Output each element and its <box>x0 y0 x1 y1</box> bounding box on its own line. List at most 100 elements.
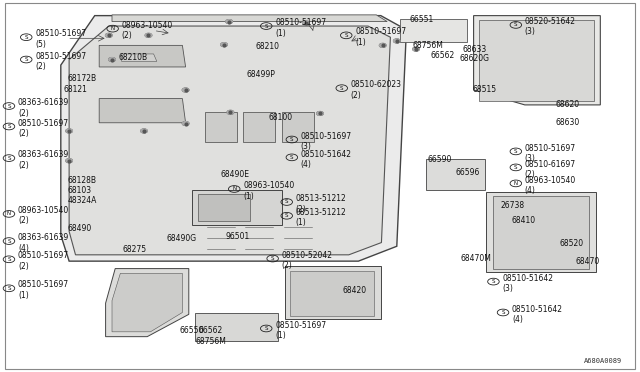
Circle shape <box>141 129 147 133</box>
Text: 08363-61639
(2): 08363-61639 (2) <box>18 150 69 170</box>
Text: S: S <box>24 57 28 62</box>
Text: 68520: 68520 <box>560 239 584 248</box>
Circle shape <box>394 39 400 43</box>
Polygon shape <box>486 192 596 272</box>
Text: 08510-51697
(1): 08510-51697 (1) <box>275 18 326 38</box>
Polygon shape <box>205 112 237 142</box>
Text: S: S <box>340 86 344 91</box>
Polygon shape <box>400 19 467 42</box>
Text: 26738: 26738 <box>500 201 525 210</box>
Circle shape <box>66 159 72 163</box>
Text: 66596: 66596 <box>456 169 480 177</box>
Text: 08510-51697
(1): 08510-51697 (1) <box>18 280 69 300</box>
Circle shape <box>182 122 189 125</box>
Circle shape <box>66 159 72 163</box>
Text: 08963-10540
(2): 08963-10540 (2) <box>18 206 69 225</box>
Text: S: S <box>7 155 11 161</box>
Text: 68210: 68210 <box>256 42 280 51</box>
Circle shape <box>380 44 386 47</box>
Text: 68620: 68620 <box>556 100 580 109</box>
Text: 66590: 66590 <box>428 155 452 164</box>
Polygon shape <box>285 266 381 319</box>
Circle shape <box>182 122 189 125</box>
Text: 08510-51697
(1): 08510-51697 (1) <box>355 28 406 47</box>
Text: 68410: 68410 <box>512 216 536 225</box>
Polygon shape <box>112 15 387 22</box>
Text: S: S <box>264 23 268 29</box>
Text: S: S <box>264 326 268 331</box>
Circle shape <box>303 21 309 25</box>
Text: N: N <box>232 186 236 192</box>
Circle shape <box>226 20 232 23</box>
Text: S: S <box>514 165 518 170</box>
Polygon shape <box>195 313 278 341</box>
Text: S: S <box>514 22 518 28</box>
Text: 08510-51697
(2): 08510-51697 (2) <box>18 251 69 271</box>
Circle shape <box>106 33 112 37</box>
Text: N: N <box>514 181 518 186</box>
Text: 68470M: 68470M <box>461 254 492 263</box>
Polygon shape <box>192 190 282 225</box>
Circle shape <box>380 44 386 47</box>
Text: 08510-51697
(1): 08510-51697 (1) <box>275 321 326 340</box>
Text: 08510-51642
(3): 08510-51642 (3) <box>502 274 554 293</box>
Circle shape <box>394 39 400 43</box>
Text: S: S <box>285 213 289 218</box>
Polygon shape <box>243 112 275 142</box>
Text: 68490E: 68490E <box>221 170 250 179</box>
Polygon shape <box>493 196 589 269</box>
Circle shape <box>413 47 419 51</box>
Text: 08520-51642
(3): 08520-51642 (3) <box>525 17 576 36</box>
Text: S: S <box>271 256 275 261</box>
Text: S: S <box>7 124 11 129</box>
Circle shape <box>317 112 323 115</box>
Circle shape <box>182 88 189 92</box>
Text: S: S <box>344 33 348 38</box>
Text: 68470: 68470 <box>576 257 600 266</box>
Circle shape <box>141 129 147 133</box>
Text: S: S <box>290 137 294 142</box>
Circle shape <box>303 21 309 25</box>
Text: 08363-61639
(2): 08363-61639 (2) <box>18 98 69 118</box>
Text: 08510-52042
(2): 08510-52042 (2) <box>282 251 333 270</box>
Text: 68756M: 68756M <box>195 337 226 346</box>
Text: 66550: 66550 <box>179 326 204 335</box>
Polygon shape <box>290 271 374 316</box>
Text: 66551: 66551 <box>410 15 434 24</box>
Text: 68490: 68490 <box>67 224 92 233</box>
Text: 08963-10540
(1): 08963-10540 (1) <box>243 181 294 201</box>
Text: S: S <box>285 199 289 205</box>
Text: S: S <box>492 279 495 284</box>
Text: 68620G: 68620G <box>460 54 490 63</box>
Text: 08510-51697
(5): 08510-51697 (5) <box>35 29 86 49</box>
Text: 08963-10540
(4): 08963-10540 (4) <box>525 176 576 195</box>
Text: S: S <box>290 155 294 160</box>
Text: 08510-62023
(2): 08510-62023 (2) <box>351 80 402 100</box>
Text: A680A0089: A680A0089 <box>584 358 622 364</box>
Polygon shape <box>61 16 406 261</box>
Text: S: S <box>7 238 11 244</box>
Polygon shape <box>282 112 314 142</box>
Text: 08510-51697
(3): 08510-51697 (3) <box>301 132 352 151</box>
Polygon shape <box>474 16 600 105</box>
Text: 68121: 68121 <box>64 85 88 94</box>
Text: 68172B: 68172B <box>67 74 97 83</box>
Circle shape <box>227 110 234 114</box>
Polygon shape <box>99 99 186 123</box>
Text: 08510-51697
(2): 08510-51697 (2) <box>35 52 86 71</box>
Polygon shape <box>122 54 157 61</box>
Polygon shape <box>112 273 182 332</box>
Circle shape <box>66 129 72 133</box>
Text: S: S <box>7 103 11 109</box>
Text: 08510-51697
(2): 08510-51697 (2) <box>18 119 69 138</box>
Circle shape <box>145 33 152 37</box>
Circle shape <box>221 43 227 46</box>
Circle shape <box>106 33 112 37</box>
Text: 08510-51642
(4): 08510-51642 (4) <box>301 150 352 169</box>
Circle shape <box>413 47 419 51</box>
Circle shape <box>66 129 72 133</box>
Text: 68210B: 68210B <box>118 53 148 62</box>
Circle shape <box>227 110 234 114</box>
Polygon shape <box>479 20 594 101</box>
Text: 48324A: 48324A <box>67 196 97 205</box>
